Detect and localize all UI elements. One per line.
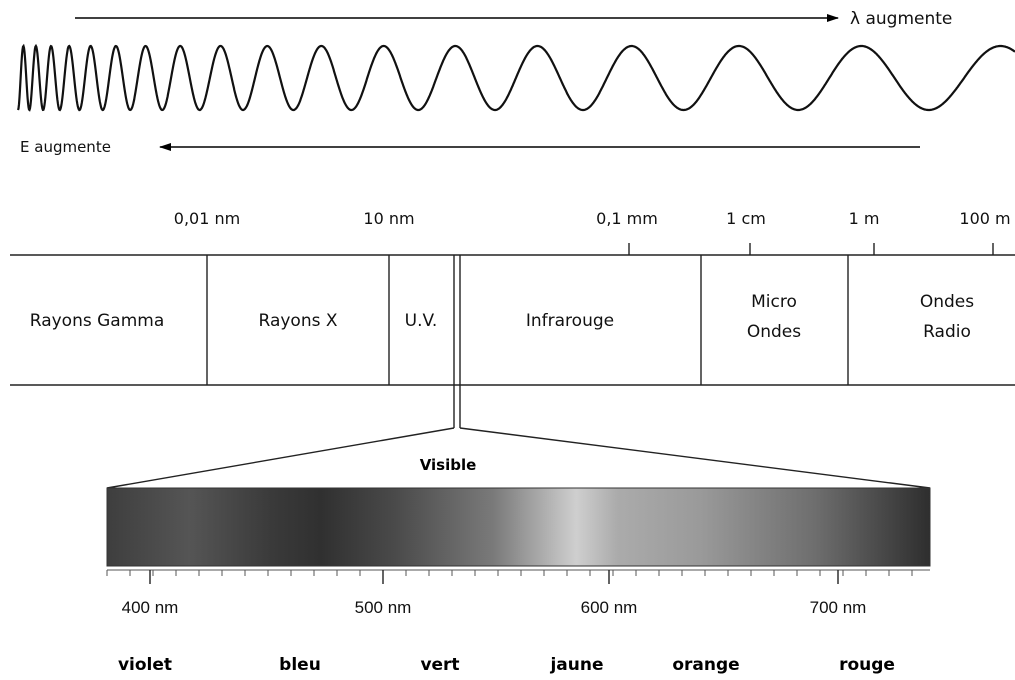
band-label-radio-line1: Ondes	[920, 292, 974, 312]
scale-tick-label: 1 m	[849, 209, 880, 228]
scale-tick-label: 100 m	[959, 209, 1010, 228]
color-name-yellow: jaune	[549, 655, 603, 675]
band-label-microwave-line2: Ondes	[747, 322, 801, 342]
band-label-infrared: Infrarouge	[526, 311, 614, 331]
band-label-gamma: Rayons Gamma	[30, 311, 164, 331]
zoom-line-left	[106, 427, 455, 489]
zoom-line-right	[459, 427, 931, 489]
scale-tick-label: 1 cm	[726, 209, 766, 228]
scale-tick-label: 10 nm	[363, 209, 414, 228]
visible-spectrum-bar	[106, 487, 931, 567]
band-label-microwave-line1: Micro	[751, 292, 797, 312]
wave-line	[16, 43, 1015, 112]
energy-label: E augmente	[20, 138, 111, 156]
color-name-green: vert	[420, 655, 459, 675]
lambda-label: λ augmente	[850, 9, 952, 29]
color-name-orange: orange	[672, 655, 739, 675]
nm-tick-marks	[106, 570, 913, 584]
band-label-radio-line2: Radio	[923, 322, 971, 342]
color-name-violet: violet	[118, 655, 172, 675]
nm-tick-label: 500 nm	[355, 598, 412, 617]
band-label-xray: Rayons X	[259, 311, 338, 331]
nm-tick-label: 600 nm	[581, 598, 638, 617]
scale-tick-label: 0,1 mm	[596, 209, 658, 228]
color-name-blue: bleu	[279, 655, 321, 675]
band-label-uv: U.V.	[405, 311, 438, 331]
nm-tick-label: 400 nm	[122, 598, 179, 617]
visible-title: Visible	[420, 456, 477, 474]
nm-tick-label: 700 nm	[810, 598, 867, 617]
color-name-red: rouge	[839, 655, 895, 675]
scale-tick-label: 0,01 nm	[174, 209, 240, 228]
